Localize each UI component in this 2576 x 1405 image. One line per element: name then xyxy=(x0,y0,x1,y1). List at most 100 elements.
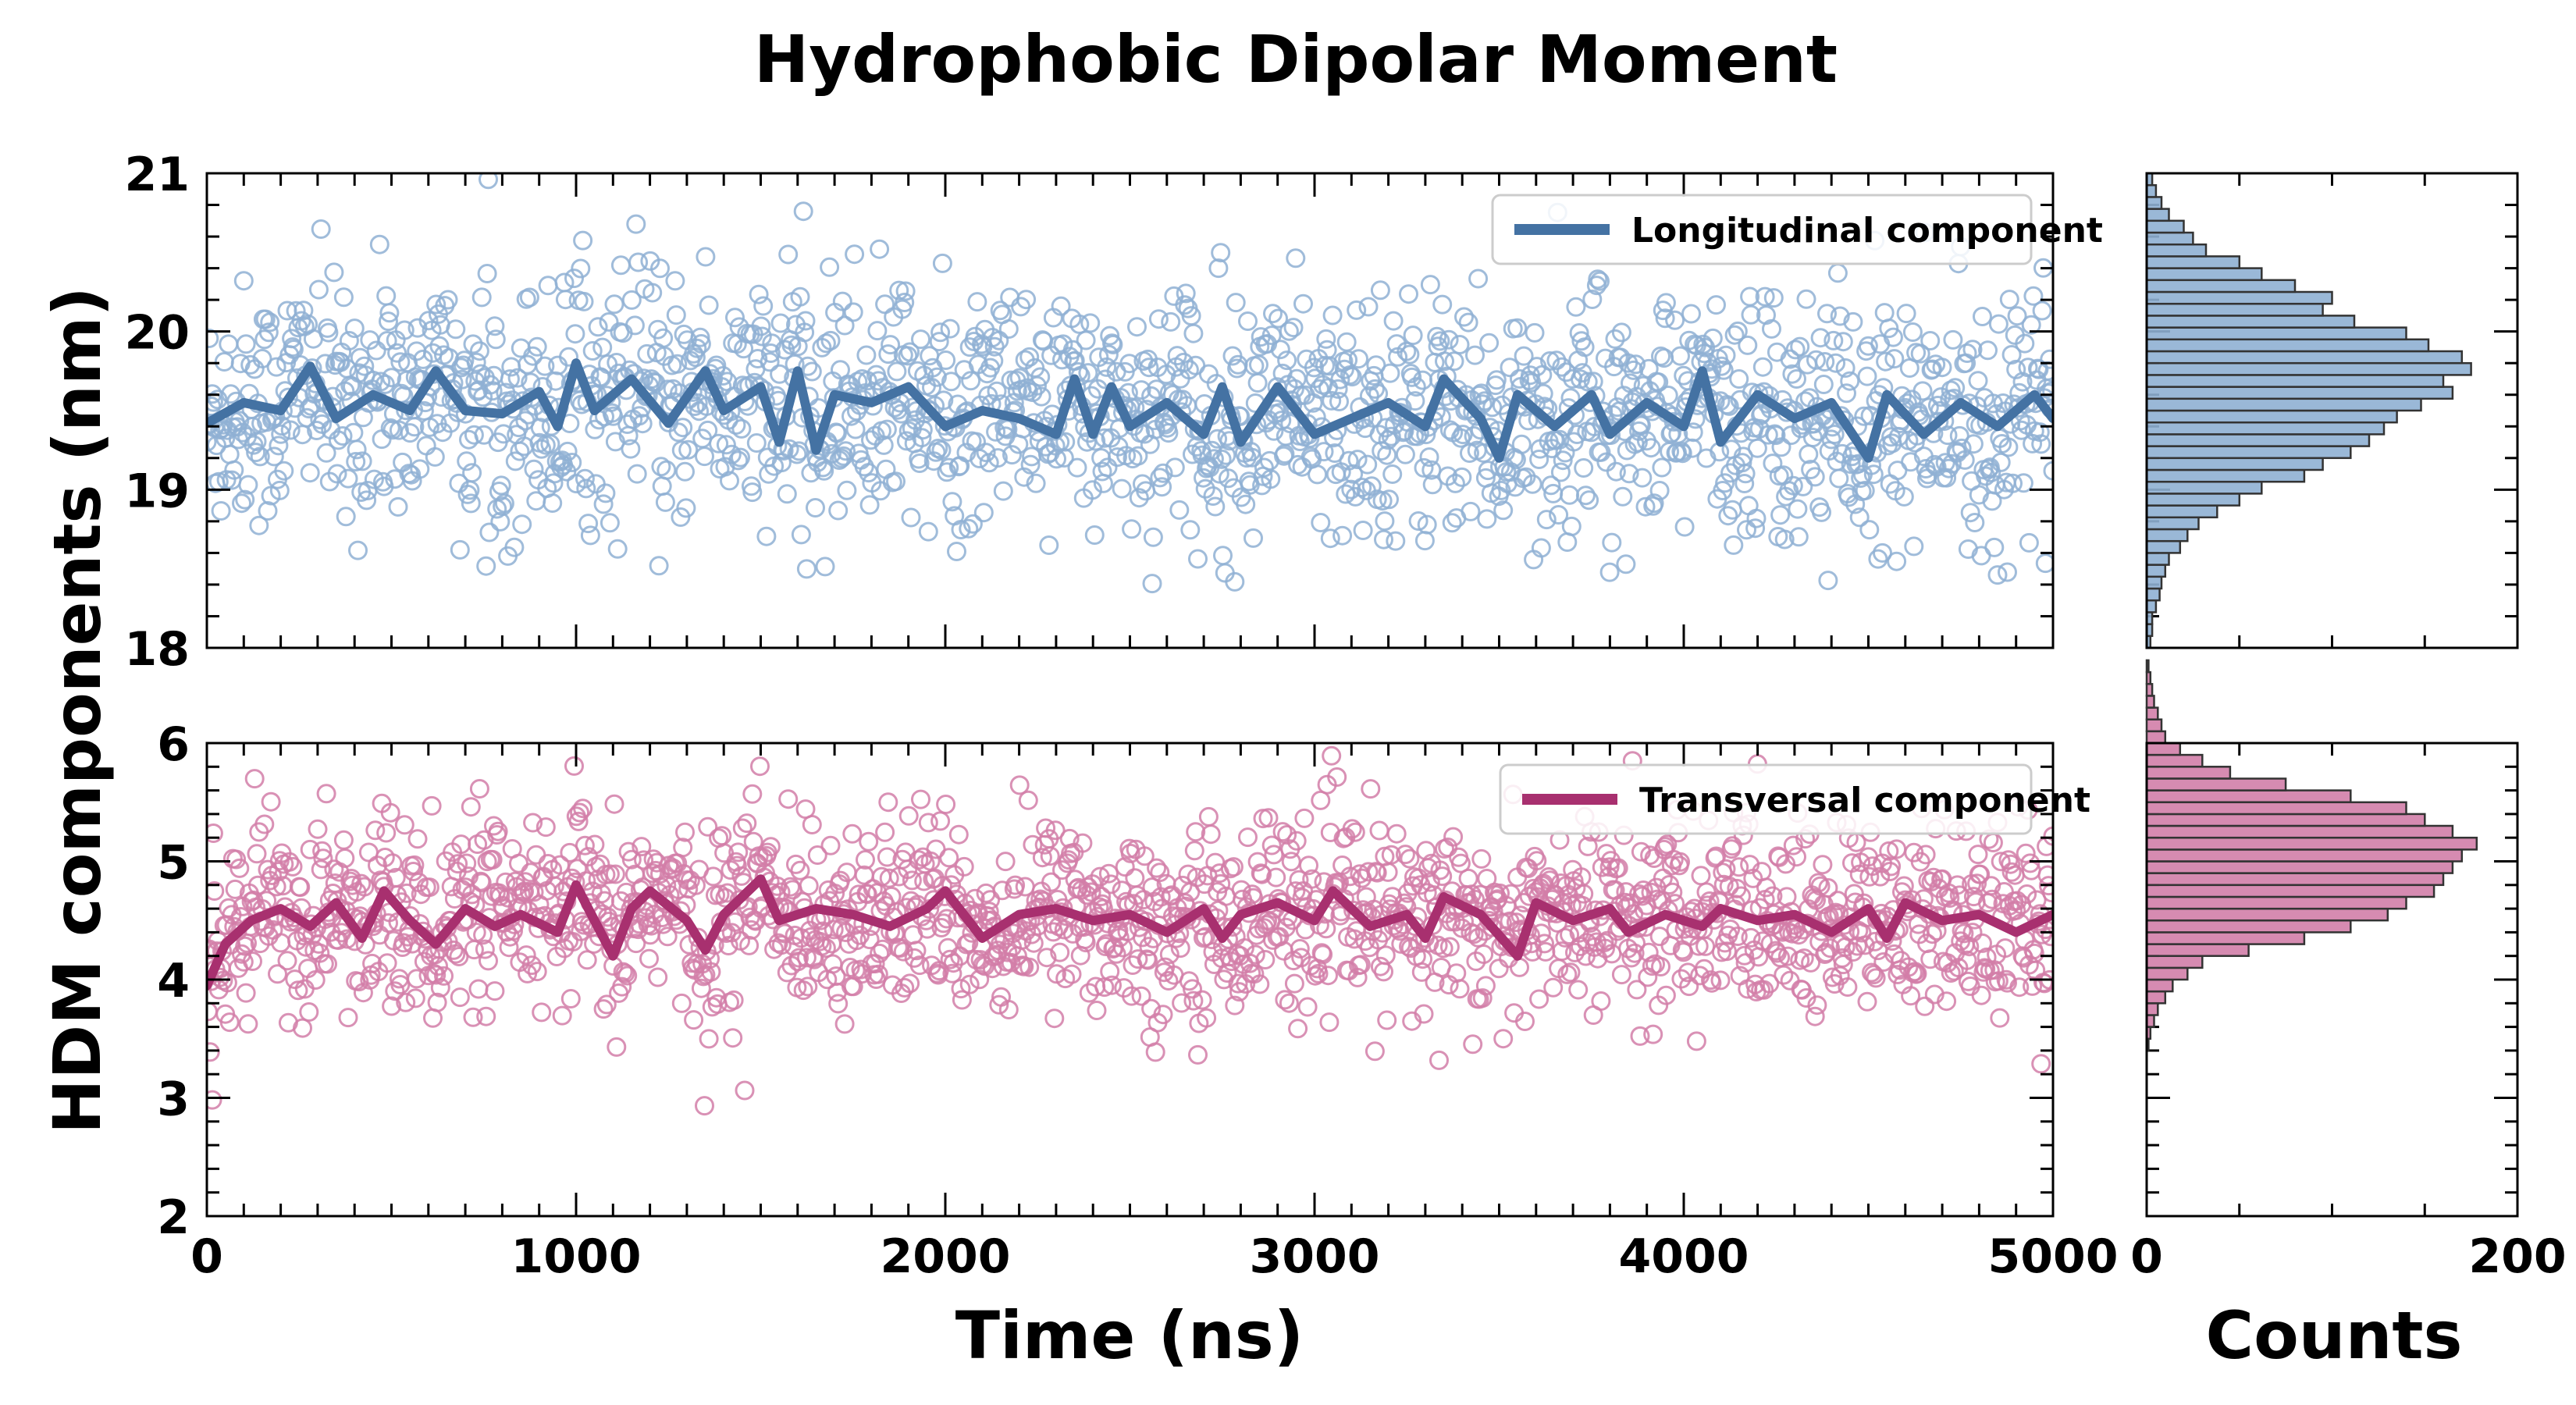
figure-title: Hydrophobic Dipolar Moment xyxy=(754,21,1838,98)
scatter-point xyxy=(1813,855,1833,875)
scatter-point xyxy=(1482,397,1503,418)
scatter-point xyxy=(900,342,920,362)
scatter-point xyxy=(1624,943,1645,963)
scatter-point xyxy=(1857,991,1877,1012)
scatter-point xyxy=(1012,930,1032,950)
scatter-point xyxy=(477,264,497,283)
histogram-bar xyxy=(2145,575,2163,590)
scatter-point xyxy=(1062,964,1082,984)
scatter-point xyxy=(1998,437,2019,457)
histogram-bar xyxy=(2145,409,2398,424)
scatter-point xyxy=(698,816,718,837)
scatter-point xyxy=(1272,822,1293,842)
histogram-bar xyxy=(2145,468,2306,483)
scatter-point xyxy=(1322,390,1342,411)
scatter-point xyxy=(419,877,439,898)
scatter-point xyxy=(2001,854,2021,874)
scatter-point xyxy=(1813,375,1834,394)
scatter-point xyxy=(778,789,799,809)
scatter-point xyxy=(1238,827,1258,848)
scatter-point xyxy=(575,468,595,489)
scatter-point xyxy=(600,513,620,533)
scatter-point xyxy=(1984,960,2005,980)
scatter-point xyxy=(800,920,820,941)
scatter-point xyxy=(1563,368,1583,389)
scatter-point xyxy=(1805,1006,1825,1026)
scatter-point xyxy=(1963,434,1984,454)
scatter-point xyxy=(721,444,742,464)
scatter-point xyxy=(1332,525,1353,546)
scatter-point xyxy=(1555,927,1575,948)
scatter-point xyxy=(1738,496,1759,516)
scatter-point xyxy=(294,301,314,321)
scatter-point xyxy=(940,318,960,339)
scatter-point xyxy=(1527,851,1547,871)
scatter-point xyxy=(1967,873,1987,894)
scatter-point xyxy=(2043,826,2053,846)
scatter-point xyxy=(1937,425,1958,446)
scatter-point xyxy=(2006,900,2026,920)
scatter-point xyxy=(820,835,841,855)
scatter-point xyxy=(1159,944,1179,965)
scatter-point xyxy=(1286,248,1306,269)
scatter-point xyxy=(1103,335,1123,354)
scatter-point xyxy=(649,556,669,576)
scatter-point xyxy=(656,460,677,480)
scatter-point xyxy=(1962,340,1983,360)
scatter-point xyxy=(1945,378,1966,398)
scatter-point xyxy=(1981,463,2001,482)
scatter-point xyxy=(466,352,486,372)
scatter-point xyxy=(2015,333,2035,354)
histogram-bar xyxy=(2145,397,2422,412)
scatter-point xyxy=(1464,924,1484,944)
scatter-point xyxy=(1165,457,1185,478)
scatter-point xyxy=(1868,549,1888,569)
scatter-point xyxy=(429,336,450,356)
scatter-point xyxy=(1770,505,1791,525)
scatter-point xyxy=(859,495,880,515)
scatter-point xyxy=(382,368,402,388)
scatter-point xyxy=(666,305,686,325)
scatter-point xyxy=(732,818,753,838)
scatter-point xyxy=(1418,858,1439,878)
scatter-point xyxy=(604,294,624,315)
scatter-point xyxy=(713,366,733,386)
scatter-point xyxy=(1649,481,1670,500)
scatter-point xyxy=(1642,956,1662,976)
scatter-point xyxy=(1818,878,1838,898)
scatter-point xyxy=(641,369,661,389)
scatter-point xyxy=(1857,366,1877,386)
scatter-point xyxy=(973,503,994,523)
scatter-point xyxy=(1574,458,1594,478)
histogram-bar xyxy=(2145,730,2167,745)
y-ticks-1: 2 3 4 5 6 xyxy=(157,717,2517,1245)
scatter-point xyxy=(333,426,353,446)
scatter-point xyxy=(2038,383,2053,404)
scatter-point xyxy=(1879,841,1899,861)
scatter-point xyxy=(1461,884,1482,905)
scatter-point xyxy=(2031,1054,2051,1074)
scatter-point xyxy=(450,987,470,1008)
scatter-point xyxy=(1055,432,1076,452)
scatter-point xyxy=(1018,790,1038,810)
scatter-point xyxy=(1938,458,1959,478)
scatter-point xyxy=(1284,973,1304,994)
scatter-point xyxy=(1827,263,1848,283)
scatter-point xyxy=(559,347,578,367)
scatter-point xyxy=(828,500,849,521)
scatter-point xyxy=(2019,532,2039,553)
scatter-point xyxy=(624,315,645,336)
scatter-point xyxy=(328,430,348,450)
scatter-point xyxy=(1651,957,1670,976)
scatter-point xyxy=(258,322,279,343)
scatter-point xyxy=(1342,367,1362,387)
scatter-point xyxy=(1127,317,1147,337)
scatter-point xyxy=(940,949,960,969)
scatter-point xyxy=(514,881,534,902)
scatter-point xyxy=(701,962,721,982)
scatter-point xyxy=(1536,510,1557,530)
scatter-point xyxy=(691,334,711,354)
scatter-point xyxy=(1283,318,1304,338)
scatter-point xyxy=(887,361,907,382)
scatter-point xyxy=(1286,831,1307,851)
